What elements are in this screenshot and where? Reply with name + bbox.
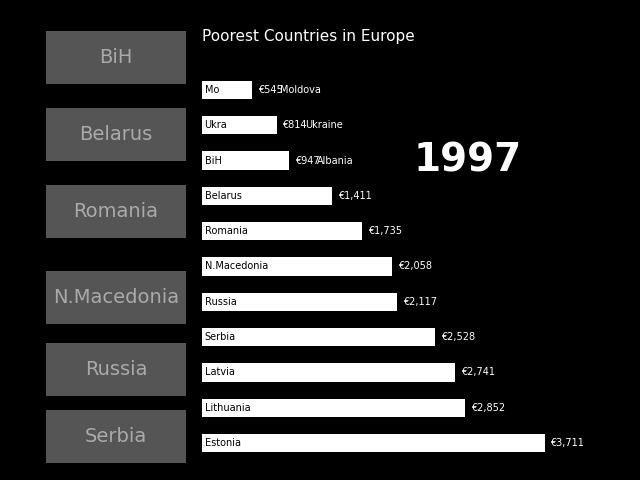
Text: Latvia: Latvia (205, 368, 234, 377)
Bar (202, 187, 332, 205)
Text: 1997: 1997 (414, 142, 522, 180)
FancyBboxPatch shape (46, 185, 186, 238)
Bar (202, 398, 465, 417)
FancyBboxPatch shape (46, 410, 186, 463)
FancyBboxPatch shape (46, 108, 186, 161)
Text: Romania: Romania (74, 202, 159, 221)
Text: Belarus: Belarus (79, 125, 152, 144)
Text: BiH: BiH (205, 156, 221, 166)
Text: Mo: Mo (205, 85, 219, 95)
Text: €1,411: €1,411 (338, 191, 371, 201)
Text: Lithuania: Lithuania (205, 403, 250, 413)
Text: €2,741: €2,741 (461, 368, 495, 377)
Text: Estonia: Estonia (205, 438, 241, 448)
Text: N.Macedonia: N.Macedonia (205, 262, 268, 272)
FancyBboxPatch shape (46, 31, 186, 84)
Text: Poorest Countries in Europe: Poorest Countries in Europe (202, 29, 414, 44)
Text: Russia: Russia (205, 297, 236, 307)
Text: BiH: BiH (99, 48, 132, 67)
Text: €3,711: €3,711 (550, 438, 584, 448)
Text: N.Macedonia: N.Macedonia (53, 288, 179, 307)
Text: Albania: Albania (317, 156, 353, 166)
Text: Serbia: Serbia (205, 332, 236, 342)
Text: €2,528: €2,528 (441, 332, 475, 342)
Text: Serbia: Serbia (85, 427, 147, 446)
Bar (202, 222, 362, 240)
Bar (202, 434, 545, 452)
Text: Ukraine: Ukraine (305, 120, 342, 130)
Text: €814: €814 (282, 120, 307, 130)
Text: Ukra: Ukra (205, 120, 227, 130)
Bar (202, 257, 392, 276)
Bar (202, 151, 289, 170)
Bar (202, 363, 455, 382)
FancyBboxPatch shape (46, 343, 186, 396)
Bar (202, 293, 397, 311)
Text: €1,735: €1,735 (367, 226, 402, 236)
Bar (202, 116, 277, 134)
Text: Russia: Russia (84, 360, 147, 379)
Bar (202, 328, 435, 347)
Bar (202, 81, 252, 99)
Text: Moldova: Moldova (280, 85, 321, 95)
Text: €2,058: €2,058 (397, 262, 431, 272)
FancyBboxPatch shape (46, 271, 186, 324)
Text: €2,117: €2,117 (403, 297, 437, 307)
Text: €947: €947 (295, 156, 319, 166)
Text: €545: €545 (257, 85, 282, 95)
Text: Belarus: Belarus (205, 191, 241, 201)
Text: Romania: Romania (205, 226, 248, 236)
Text: €2,852: €2,852 (471, 403, 505, 413)
